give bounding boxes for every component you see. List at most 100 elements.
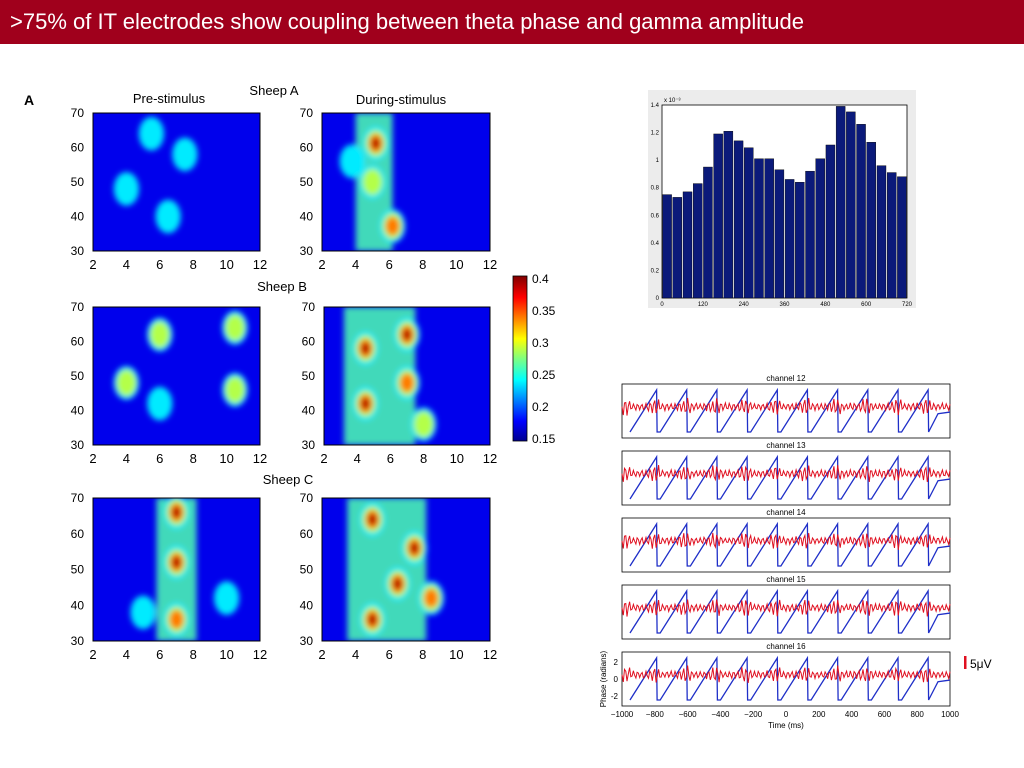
comodulogram-sheep-c-during: 2 4 6 8 10 12 30 40 50 60 70 bbox=[300, 491, 498, 662]
x-tick-label: 4 bbox=[354, 451, 361, 466]
x-tick-label: 12 bbox=[483, 451, 497, 466]
plot-frame bbox=[92, 497, 261, 642]
trace-x-tick: 600 bbox=[878, 710, 892, 719]
x-tick-label: 6 bbox=[156, 647, 163, 662]
colorbar-gradient bbox=[512, 275, 528, 442]
x-tick-label: 4 bbox=[352, 647, 359, 662]
histogram: 0 0.2 0.4 0.6 0.8 1 1.2 1.4 0 120 240 360 480 600 720 x… bbox=[648, 90, 916, 308]
histogram-x-tick: 720 bbox=[902, 302, 913, 308]
x-tick-label: 4 bbox=[123, 257, 130, 272]
trace-channel-15: channel 15 bbox=[621, 575, 951, 640]
gamma-trace bbox=[621, 465, 951, 482]
phase-trace bbox=[629, 588, 951, 634]
x-tick-label: 6 bbox=[156, 257, 163, 272]
histogram-bar bbox=[897, 176, 907, 299]
plot-frame bbox=[321, 497, 491, 642]
y-tick-label: 50 bbox=[71, 369, 85, 383]
gamma-trace bbox=[621, 665, 951, 684]
heatmap-blob bbox=[361, 397, 370, 410]
trace-channel-16: channel 16 bbox=[621, 642, 951, 707]
y-tick-label: 70 bbox=[300, 106, 314, 120]
y-tick-label: 50 bbox=[302, 369, 316, 383]
colorbar-tick-label: 0.2 bbox=[532, 400, 549, 414]
x-tick-label: 8 bbox=[420, 451, 427, 466]
x-tick-label: 6 bbox=[387, 451, 394, 466]
heatmap-blob bbox=[138, 116, 165, 151]
histogram-x-tick: 240 bbox=[739, 302, 750, 308]
y-tick-label: 40 bbox=[71, 404, 85, 418]
colorbar-tick-label: 0.35 bbox=[532, 304, 556, 318]
x-tick-label: 10 bbox=[450, 451, 464, 466]
channel-label: channel 15 bbox=[766, 575, 806, 584]
y-tick-label: 40 bbox=[300, 598, 314, 612]
y-tick-label: 70 bbox=[71, 491, 85, 505]
gamma-trace bbox=[621, 599, 951, 617]
histogram-bar bbox=[682, 191, 693, 299]
histogram-bar bbox=[744, 147, 754, 299]
x-tick-label: 12 bbox=[253, 257, 267, 272]
x-tick-label: 10 bbox=[219, 257, 233, 272]
row-title-sheep-b: Sheep B bbox=[257, 279, 307, 294]
y-tick-label: 60 bbox=[302, 335, 316, 349]
trace-channel-14: channel 14 bbox=[621, 508, 951, 573]
heatmap-band bbox=[347, 498, 427, 641]
trace-x-tick: 200 bbox=[812, 710, 826, 719]
trace-channel-12: channel 12 bbox=[621, 374, 951, 439]
colorbar-tick-label: 0.4 bbox=[532, 272, 549, 286]
histogram-bar bbox=[805, 170, 815, 299]
trace-x-tick: −400 bbox=[711, 710, 730, 719]
histogram-bar bbox=[733, 140, 744, 299]
histogram-bar bbox=[866, 142, 876, 299]
histogram-bar bbox=[774, 169, 785, 299]
histogram-bar bbox=[723, 130, 734, 299]
trace-y-tick: 2 bbox=[614, 658, 619, 667]
histogram-y-multiplier: x 10⁻³ bbox=[664, 98, 681, 104]
heatmap-blob bbox=[371, 137, 381, 150]
heatmap-background bbox=[322, 113, 490, 251]
trace-x-label: Time (ms) bbox=[768, 721, 804, 730]
heatmap-blob bbox=[169, 610, 184, 629]
histogram-y-tick: 0 bbox=[656, 296, 660, 302]
x-tick-label: 8 bbox=[419, 647, 426, 662]
gamma-trace bbox=[621, 532, 951, 550]
heatmap-blob bbox=[147, 386, 173, 421]
histogram-bar bbox=[815, 158, 825, 299]
histogram-y-tick: 0.8 bbox=[651, 186, 660, 192]
histogram-frame bbox=[661, 104, 908, 299]
y-tick-label: 60 bbox=[71, 335, 85, 349]
trace-x-tick: −1000 bbox=[611, 710, 634, 719]
histogram-x-tick: 0 bbox=[660, 302, 664, 308]
trace-channel-13: channel 13 bbox=[621, 441, 951, 506]
heatmap-blob bbox=[113, 172, 139, 206]
trace-x-tick: 400 bbox=[845, 710, 859, 719]
heatmap-blob bbox=[116, 369, 137, 397]
heatmap-blob bbox=[424, 588, 439, 608]
trace-frame bbox=[621, 383, 951, 439]
x-tick-label: 12 bbox=[253, 451, 267, 466]
heatmap-blob bbox=[362, 168, 383, 196]
slide-title: >75% of IT electrodes show coupling betw… bbox=[10, 9, 804, 34]
heatmap-blob bbox=[155, 199, 181, 234]
row-title-sheep-a: Sheep A bbox=[249, 83, 298, 98]
x-tick-label: 8 bbox=[419, 257, 426, 272]
panel-label: A bbox=[24, 92, 34, 108]
y-tick-label: 70 bbox=[300, 491, 314, 505]
x-tick-label: 4 bbox=[123, 451, 130, 466]
plot-frame bbox=[323, 306, 491, 446]
trace-x-tick: −800 bbox=[646, 710, 665, 719]
histogram-bar bbox=[713, 133, 723, 299]
x-tick-label: 10 bbox=[449, 257, 463, 272]
x-tick-label: 6 bbox=[156, 451, 163, 466]
heatmap-blob bbox=[402, 328, 412, 341]
y-tick-label: 50 bbox=[300, 175, 314, 189]
histogram-bar bbox=[672, 197, 683, 299]
x-tick-label: 6 bbox=[386, 257, 393, 272]
scale-bar-label: 5μV bbox=[970, 657, 992, 671]
y-tick-label: 30 bbox=[300, 244, 314, 258]
y-tick-label: 60 bbox=[300, 527, 314, 541]
heatmap-blob bbox=[172, 506, 181, 519]
y-tick-label: 30 bbox=[71, 438, 85, 452]
y-tick-label: 30 bbox=[300, 634, 314, 648]
histogram-x-tick: 120 bbox=[698, 302, 709, 308]
histogram-bar bbox=[856, 124, 866, 299]
